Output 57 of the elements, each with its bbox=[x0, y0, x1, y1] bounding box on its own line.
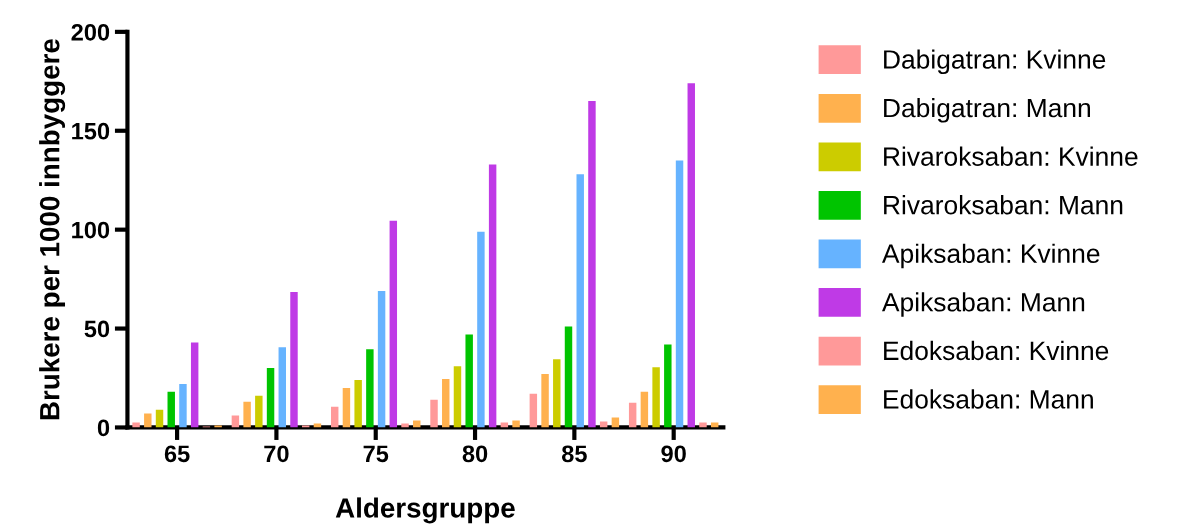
legend-label: Dabigatran: Mann bbox=[884, 97, 1090, 123]
bar bbox=[389, 220, 398, 428]
bar bbox=[675, 160, 684, 428]
bar bbox=[664, 344, 672, 428]
bar bbox=[266, 368, 275, 428]
legend-label: Apiksaban: Mann bbox=[881, 292, 1085, 317]
bar bbox=[564, 326, 573, 428]
bar bbox=[243, 401, 251, 428]
bar bbox=[453, 366, 462, 428]
y-tick-label: 200 bbox=[71, 23, 110, 41]
legend-label: Edoksaban: Mann bbox=[884, 389, 1093, 409]
x-axis-title: Aldersgruppe bbox=[335, 497, 515, 524]
x-tick-label: 75 bbox=[363, 445, 389, 463]
bar bbox=[342, 387, 351, 428]
bar bbox=[430, 399, 438, 428]
bar bbox=[354, 379, 362, 428]
y-tick-label: 150 bbox=[72, 122, 110, 140]
bar bbox=[290, 291, 298, 428]
legend-label: Dabigatran: Kvinne bbox=[884, 49, 1106, 75]
bar bbox=[465, 334, 473, 428]
bar bbox=[278, 347, 286, 428]
bar bbox=[512, 420, 520, 428]
bar bbox=[640, 391, 649, 428]
legend-label: Rivaroksaban: Mann bbox=[884, 195, 1123, 215]
bar bbox=[313, 423, 322, 428]
legend-label: Edoksaban: Kvinne bbox=[884, 340, 1109, 361]
y-tick-label: 100 bbox=[72, 221, 110, 239]
bar bbox=[179, 383, 187, 428]
bar bbox=[401, 423, 409, 428]
bar bbox=[541, 374, 549, 428]
x-tick-label: 80 bbox=[462, 445, 488, 463]
legend-label: Apiksaban: Kvinne bbox=[881, 243, 1100, 269]
bar bbox=[330, 406, 339, 428]
x-tick-label: 90 bbox=[661, 445, 686, 463]
bar bbox=[442, 378, 450, 428]
bar bbox=[366, 349, 374, 428]
bar bbox=[529, 393, 538, 428]
x-tick-label: 70 bbox=[264, 445, 289, 463]
x-tick-label: 85 bbox=[561, 445, 587, 463]
x-tick-label: 65 bbox=[164, 445, 190, 463]
bar bbox=[477, 231, 485, 428]
y-axis-title: Brukere per 1000 innbyggere bbox=[39, 39, 66, 420]
bar bbox=[190, 342, 199, 428]
bar bbox=[628, 402, 637, 428]
bar bbox=[687, 83, 695, 428]
legend-label: Rivaroksaban: Kvinne bbox=[884, 146, 1138, 166]
bar bbox=[576, 174, 584, 428]
bar bbox=[255, 395, 263, 428]
bar bbox=[553, 359, 561, 428]
bar bbox=[652, 367, 660, 428]
bar bbox=[377, 290, 386, 428]
bar bbox=[488, 164, 497, 428]
bar bbox=[167, 391, 175, 428]
y-tick-label: 50 bbox=[84, 320, 110, 338]
y-tick-label: 0 bbox=[97, 419, 110, 437]
bar bbox=[144, 413, 152, 428]
bar bbox=[588, 101, 596, 428]
